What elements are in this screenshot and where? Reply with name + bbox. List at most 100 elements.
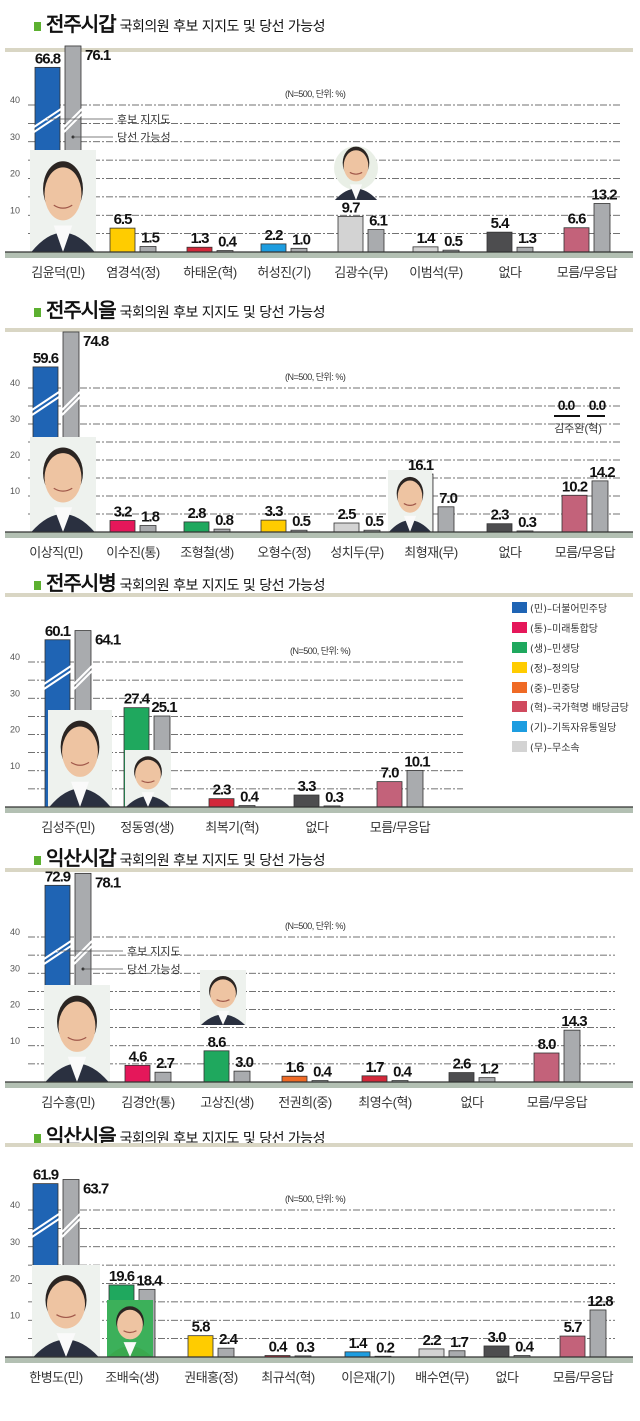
bar-support <box>412 246 439 253</box>
support-value-label: 8.6 <box>208 1034 227 1051</box>
win-value-label: 1.8 <box>141 509 160 526</box>
candidate-name: 없다 <box>496 1370 519 1385</box>
candidate-photo <box>388 470 432 532</box>
legend-item: (중)–민중당 <box>512 677 629 697</box>
win-value-label: 0.5 <box>292 513 311 530</box>
candidate-name: 성치두(무) <box>330 545 384 560</box>
legend-swatch <box>512 701 527 713</box>
win-value-label: 78.1 <box>95 874 121 891</box>
bar-win <box>591 480 609 533</box>
y-tick-label: 30 <box>10 132 20 142</box>
support-value-label: 7.0 <box>381 765 400 782</box>
win-value-label: 1.0 <box>292 231 311 248</box>
candidate-group: 0.4 0.3 최규석(혁) <box>261 1339 315 1385</box>
bar-support <box>187 1335 214 1358</box>
y-tick-label: 30 <box>10 1237 20 1247</box>
baseline <box>5 532 633 538</box>
bar-support <box>483 1345 510 1358</box>
candidate-group: 5.712.8 모름/무응답 <box>553 1293 614 1385</box>
candidate-group: 2.2 1.0 허성진(기) <box>257 227 311 280</box>
bar-chart: 10 20 30 40 (N=500, 단위: %) 59.6 74.8 이상직(민) 3.2 1… <box>5 328 633 560</box>
candidate-photo <box>48 710 112 807</box>
win-value-label: 2.7 <box>156 1055 175 1072</box>
support-value-label: 8.0 <box>538 1036 557 1053</box>
axis-break-mark <box>63 108 83 128</box>
candidate-group: 2.5 0.5 성치두(무) <box>330 506 384 560</box>
candidate-group: 61.9 63.7 한병도(민) <box>29 1167 110 1385</box>
y-tick-label: 20 <box>10 1000 20 1010</box>
chart-2: 전주시을 국회의원 후보 지지도 및 당선 가능성 10 20 30 40 (N=500, … <box>0 290 640 565</box>
win-value-label: 2.4 <box>219 1331 239 1348</box>
support-value-label: 6.5 <box>114 211 133 228</box>
legend-label: (혁)–국가혁명 배당금당 <box>530 703 629 715</box>
candidate-name: 조형철(생) <box>180 545 234 560</box>
candidate-group: 3.2 1.8 이수진(통) <box>106 503 160 560</box>
win-value-label: 10.1 <box>404 753 430 770</box>
support-value-label: 2.8 <box>188 505 207 522</box>
bar-support <box>486 231 513 253</box>
candidate-group: 59.6 74.8 이상직(민) <box>29 331 110 560</box>
candidate-group: 6.5 1.5 염경석(정) <box>106 211 160 280</box>
axis-break-mark <box>73 940 93 960</box>
win-value-label: 0.3 <box>518 514 537 531</box>
candidate-photo <box>107 1300 153 1357</box>
legend-swatch <box>512 661 527 673</box>
candidate-name: 최복기(혁) <box>205 820 259 835</box>
title-separator <box>5 593 633 597</box>
candidate-name: 없다 <box>499 265 522 280</box>
bar-support <box>561 494 588 533</box>
title-place: 익산시갑 <box>46 846 117 870</box>
candidate-group: 10.214.2 모름/무응답 <box>555 464 616 560</box>
legend-swatch <box>512 602 527 614</box>
bar-support <box>559 1335 586 1358</box>
candidate-name: 김윤덕(민) <box>31 265 85 280</box>
win-value-label: 1.7 <box>450 1334 469 1351</box>
bar-support <box>186 246 213 253</box>
bar-chart: 10 20 30 40 (N=500, 단위: %) 60.1 64.1 김성주(민) 27.4… <box>5 593 633 835</box>
bar-win <box>217 1347 235 1358</box>
candidate-photo <box>125 750 171 807</box>
win-value-label: 25.1 <box>151 699 177 716</box>
legend-item: (정)–정의당 <box>512 657 629 677</box>
candidate-name: 모름/무응답 <box>370 820 431 835</box>
support-value-label: 3.3 <box>265 503 284 520</box>
win-value-label: 0.4 <box>515 1339 535 1356</box>
y-tick-label: 40 <box>10 378 20 388</box>
support-value-label: 4.6 <box>129 1048 148 1065</box>
candidate-group: 66.8 76.1 김윤덕(민) <box>30 45 112 280</box>
candidate-group: 1.4 0.2 이은재(기) <box>341 1335 395 1385</box>
chart-note: (N=500, 단위: %) <box>290 646 351 656</box>
support-value-label: 3.2 <box>114 503 133 520</box>
candidate-group: 60.1 64.1 김성주(민) <box>41 623 122 835</box>
support-value-label: 72.9 <box>45 868 71 885</box>
candidate-group: 6.613.2 모름/무응답 <box>557 186 618 280</box>
candidate-name: 모름/무응답 <box>555 545 616 560</box>
support-value-label: 27.4 <box>124 691 151 708</box>
axis-break-mark <box>33 113 62 133</box>
legend-swatch <box>512 681 527 693</box>
axis-break-mark <box>61 396 81 416</box>
axis-break-mark <box>43 665 72 685</box>
bar-win <box>139 246 157 253</box>
bar-support <box>361 1075 388 1083</box>
legend-swatch <box>512 721 527 733</box>
win-value-label: 12.8 <box>587 1293 613 1310</box>
support-value-label: 9.7 <box>342 199 361 216</box>
candidate-name: 없다 <box>461 1095 484 1110</box>
bar-support <box>344 1351 371 1358</box>
candidate-name: 없다 <box>499 545 522 560</box>
support-value-label: 1.4 <box>349 1335 369 1352</box>
support-value-label: 2.3 <box>213 782 232 799</box>
title-marker <box>34 22 41 31</box>
bar-support <box>203 1050 230 1083</box>
baseline <box>5 252 633 258</box>
y-tick-label: 30 <box>10 688 20 698</box>
legend-label: (무)–무소속 <box>530 742 580 754</box>
bar-support <box>124 1064 151 1083</box>
support-value-label: 66.8 <box>35 50 61 67</box>
bar-support <box>418 1348 445 1358</box>
win-value-label: 76.1 <box>85 47 111 64</box>
bar-win <box>367 229 385 253</box>
axis-break-mark <box>31 396 60 416</box>
